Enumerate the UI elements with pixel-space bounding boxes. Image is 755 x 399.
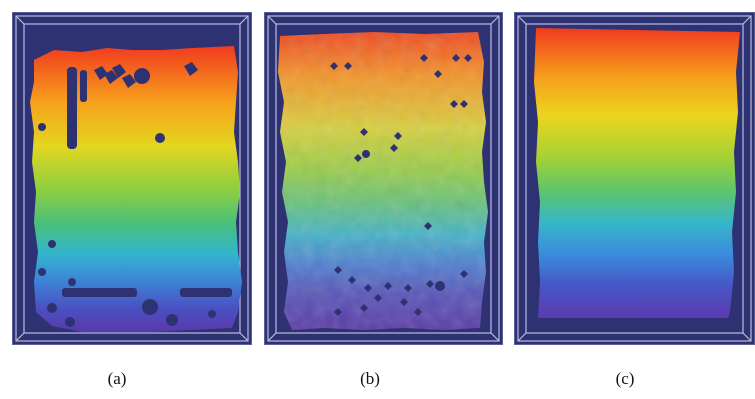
depth-surface [30, 46, 242, 332]
depth-map-a [15, 15, 249, 342]
depth-map-b [267, 15, 500, 342]
depth-noise [278, 32, 488, 330]
depth-surface [534, 28, 740, 318]
panel-b [264, 12, 503, 345]
frame-lines [517, 15, 752, 342]
frame-lines [15, 15, 249, 342]
caption-c: (c) [615, 369, 635, 388]
panel-a [12, 12, 252, 345]
caption-b: (b) [360, 369, 380, 388]
depth-map-c [517, 15, 752, 342]
depth-holes [330, 54, 472, 316]
caption-a: (a) [107, 369, 127, 388]
depth-holes [38, 62, 232, 327]
frame-lines [267, 15, 500, 342]
panel-c [514, 12, 755, 345]
